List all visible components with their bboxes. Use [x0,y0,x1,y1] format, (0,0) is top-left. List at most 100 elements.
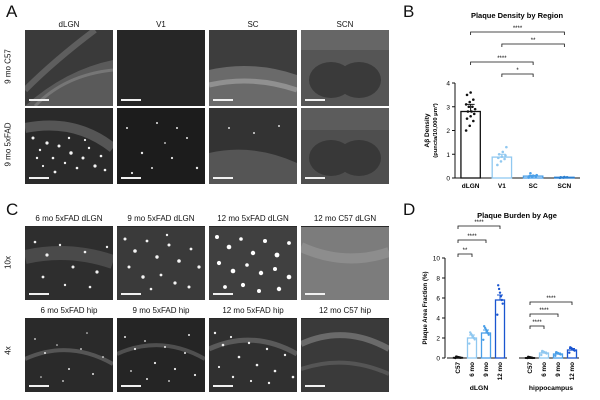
panel-a-col-v1: V1 [156,20,166,29]
significance-bracket [501,43,565,47]
y-tick-label: 2 [446,128,450,135]
micrograph-a-c57-dlgn [25,30,113,106]
data-point [472,112,476,116]
data-point [559,353,562,356]
scale-bar [213,293,233,295]
significance-label: **** [546,296,556,302]
scale-bar [121,293,141,295]
data-point [528,174,531,178]
data-point [468,100,472,104]
chart-plaque-burden: Plaque Burden by Age 0 2 4 6 8 10 Plaque Area F… [422,211,579,392]
significance-bracket [529,325,545,329]
panel-c-row-4x: 4x [3,346,13,355]
bar [491,156,513,179]
y-tick-label: 2 [436,336,440,343]
micrograph-c-12mo-hip [209,318,297,392]
micrograph-a-5xfad-dlgn [25,108,113,184]
data-point [545,352,548,355]
data-point [531,356,534,360]
significance-label: **** [467,234,477,240]
data-point [467,105,471,109]
data-point [531,174,535,177]
panel-letter-b: B [403,2,415,21]
data-point [529,171,532,175]
panel-a-col-dlgn: dLGN [58,20,80,29]
panel-c-top-label-3: 12 mo 5xFAD dLGN [217,214,289,223]
y-tick-label: 8 [436,276,440,283]
data-point [473,338,476,341]
micrograph-a-5xfad-sc [209,108,297,184]
significance-bracket [470,61,534,65]
data-point [473,107,477,111]
significance-bracket [529,313,559,317]
chart-plaque-density: Plaque Density by Region 0 1 2 3 4 Aβ Density(… [424,11,580,190]
panel-c-bottom-label-2: 9 mo 5xFAD hip [132,306,190,315]
x-tick-label: SC [529,183,538,190]
data-point [465,93,469,97]
significance-label: **** [532,320,542,326]
data-point [466,110,470,113]
data-point [465,117,469,120]
data-point [459,356,462,359]
significance-label: **** [474,220,484,226]
significance-bracket [529,301,573,305]
data-point [496,156,500,160]
x-tick-label: 9 mo [555,362,562,377]
chart-title: Plaque Burden by Age [477,211,557,220]
scale-bar [213,385,233,387]
micrograph-c-9mo-dlgn [117,226,205,300]
data-point [487,333,490,336]
y-axis-label: Plaque Area Fraction (%) [422,271,429,344]
data-point [497,287,501,291]
panel-letter-c: C [6,200,19,219]
scale-bar [121,385,141,387]
group-label: dLGN [470,385,489,392]
panel-c-bottom-label-1: 6 mo 5xFAD hip [40,306,98,315]
significance-bracket [470,31,565,35]
data-point [469,114,472,118]
bar [494,299,506,359]
significance-label: * [516,68,519,74]
scale-bar [305,177,325,179]
panel-letter-a: A [6,2,18,21]
x-tick-label: SCN [558,183,572,190]
data-point [501,302,504,305]
data-point [563,175,566,179]
y-tick-label: 0 [446,176,450,183]
scale-bar [121,99,141,101]
significance-bracket [457,225,501,229]
panel-a-col-scn: SCN [336,20,354,29]
data-point [472,98,475,101]
micrograph-c-6mo-hip [25,318,113,392]
data-point [499,160,503,163]
scale-bar [29,385,49,387]
significance-bracket [457,239,487,243]
data-point [472,119,475,123]
y-tick-label: 0 [436,356,440,363]
scale-bar [213,99,233,101]
scale-bar [29,293,49,295]
micrograph-c-9mo-hip [117,318,205,392]
data-point [499,295,503,298]
panel-letter-d: D [403,200,416,219]
x-tick-label: 6 mo [541,362,548,377]
data-point [496,313,499,316]
scale-bar [29,177,49,179]
data-point [559,175,563,179]
data-point [468,342,471,345]
scale-bar [305,99,325,101]
x-tick-label: 12 mo [497,362,504,380]
scale-bar [29,99,49,101]
data-point [504,154,507,157]
data-point [496,163,499,167]
data-point [500,155,504,158]
x-tick-label: C57 [455,362,462,374]
panel-c-top-label-1: 6 mo 5xFAD dLGN [35,214,103,223]
data-point [497,284,500,287]
panel-a-row-5xfad: 9 mo 5xFAD [3,122,13,167]
panel-a-col-sc: SC [247,20,259,29]
data-point [535,173,539,177]
data-point [540,353,543,357]
significance-label: **** [497,56,507,62]
y-tick-label: 1 [446,152,450,159]
